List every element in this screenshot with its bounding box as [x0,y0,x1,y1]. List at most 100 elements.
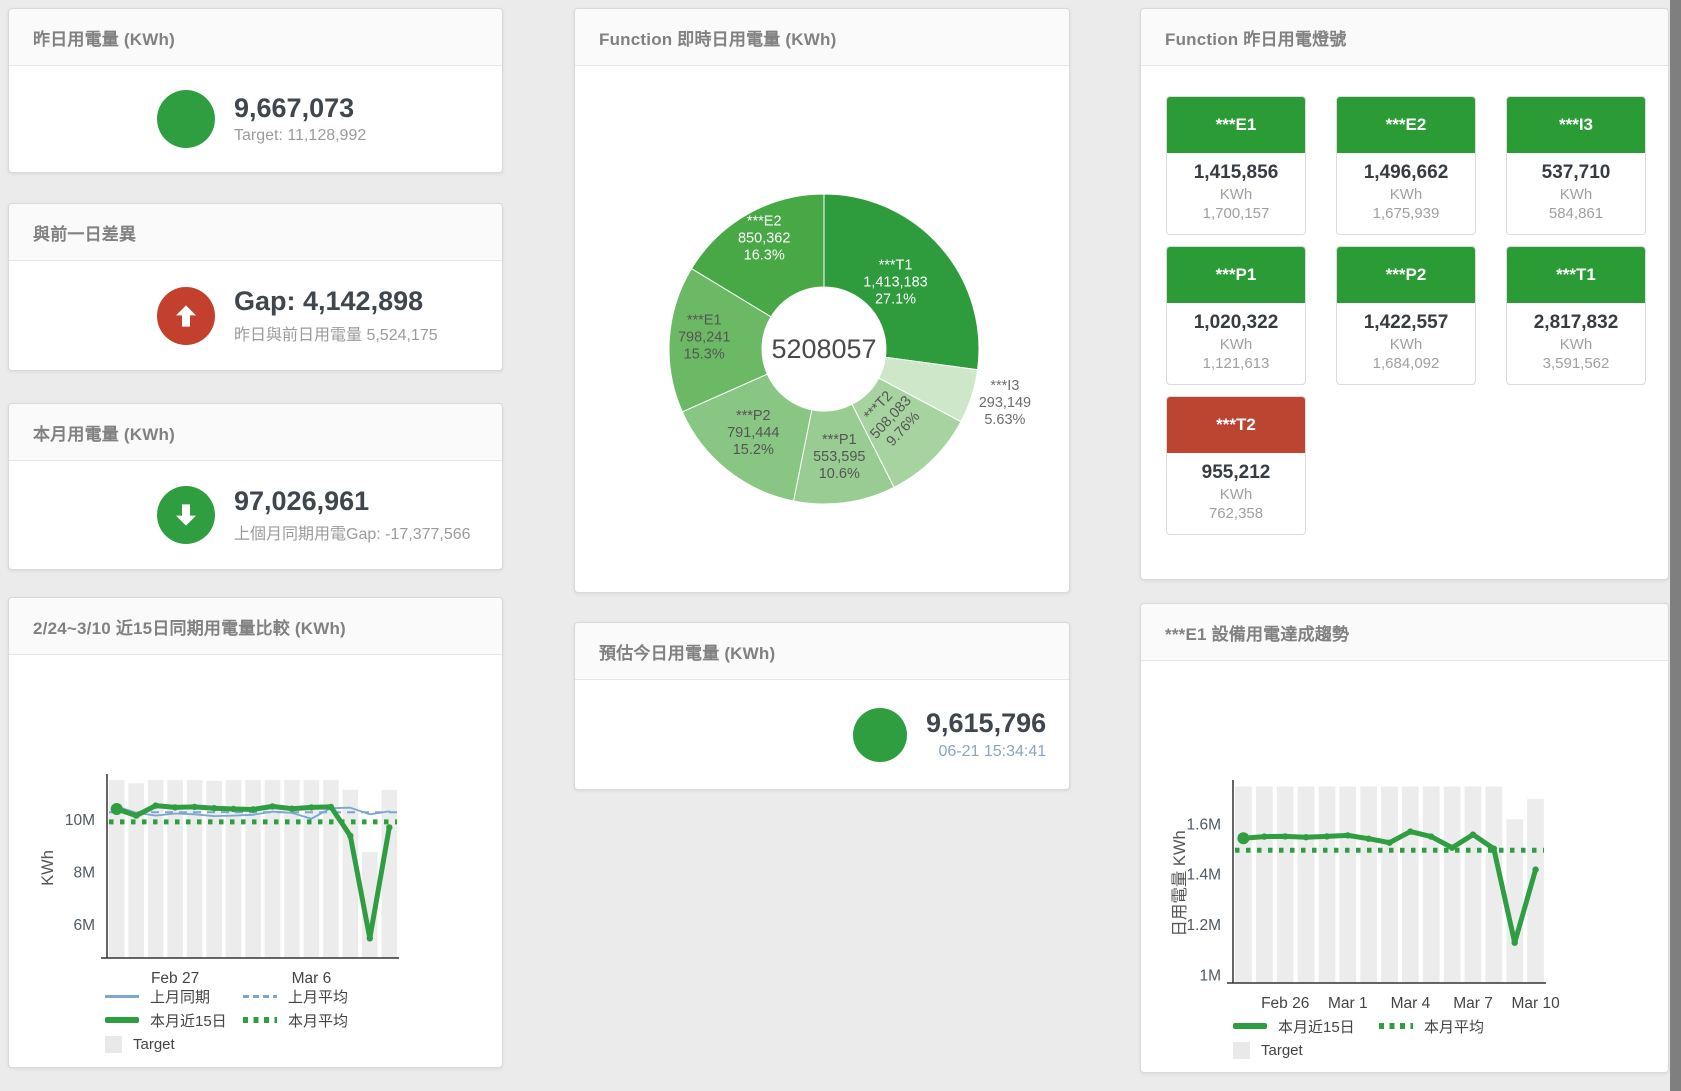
data-point[interactable] [133,812,140,819]
target-bar[interactable] [1485,786,1503,984]
data-point[interactable] [1323,833,1331,840]
lamp-tile-body: 955,212 KWh 762,358 [1167,453,1305,534]
e1-trend-line-chart[interactable]: 1M 1.2M 1.4M 1.6M Feb 26 Mar 1 Mar 4 Mar 7 Mar 1… [1141,661,1668,1074]
comparison-line-chart[interactable]: 6M 8M 10M Feb 27 Mar 6 KWh [9,655,502,1069]
lamp-tile-target: 584,861 [1548,205,1604,222]
panel-header: Function 昨日用電燈號 [1141,9,1668,66]
target-bar[interactable] [1506,819,1524,983]
donut-slice[interactable] [681,373,813,502]
data-point[interactable] [1532,866,1539,873]
lamp-tile-target: 1,121,613 [1202,355,1270,372]
target-bar[interactable] [245,780,261,958]
target-bar[interactable] [1381,786,1398,984]
lamp-tile[interactable]: ***P2 1,422,557 KWh 1,684,092 [1336,246,1476,385]
data-point[interactable] [269,803,276,810]
donut-slice[interactable] [823,193,980,371]
target-bar[interactable] [1297,786,1315,984]
target-bar[interactable] [108,780,125,958]
legend-item[interactable]: 本月平均 [243,1008,348,1032]
data-point[interactable] [1261,833,1268,840]
target-bar[interactable] [381,789,398,958]
legend-item[interactable]: 上月同期 [105,984,243,1008]
target-bar[interactable] [128,783,144,958]
data-point[interactable] [249,806,257,813]
target-bar[interactable] [264,780,281,958]
target-bar[interactable] [323,780,339,958]
data-point[interactable] [1302,834,1310,841]
arrow-down-icon [157,486,215,544]
target-bar[interactable] [1402,786,1419,984]
data-point[interactable] [110,803,123,815]
data-point[interactable] [1448,844,1456,851]
legend-item[interactable]: 本月近15日 [105,1008,243,1032]
data-point[interactable] [1407,828,1414,835]
target-bar[interactable] [225,780,242,958]
target-bar[interactable] [1318,786,1336,984]
data-point[interactable] [152,802,159,809]
target-bar[interactable] [206,780,222,958]
target-bar[interactable] [303,780,320,958]
target-bar[interactable] [1235,786,1252,984]
legend-item[interactable]: 本月平均 [1379,1014,1484,1038]
legend-item[interactable]: Target [105,1032,243,1056]
data-point[interactable] [1386,839,1393,846]
lamp-tile[interactable]: ***P1 1,020,322 KWh 1,121,613 [1166,246,1306,385]
target-bar[interactable] [1443,786,1461,984]
data-point[interactable] [1282,833,1289,840]
target-bar[interactable] [167,780,183,958]
data-point[interactable] [210,805,218,812]
panel-title: 2/24~3/10 近15日同期用電量比較 (KWh) [33,618,346,638]
data-point[interactable] [366,935,373,942]
target-bar[interactable] [362,852,378,958]
data-point[interactable] [308,804,315,811]
target-bar[interactable] [1527,799,1544,983]
chart-legend: 上月同期 上月平均 本月近15日 本月平均 Target [105,984,348,1056]
data-point[interactable] [1237,832,1250,845]
data-point[interactable] [1365,835,1372,842]
target-bar[interactable] [1360,786,1377,984]
target-bar[interactable] [1256,786,1273,984]
target-bar[interactable] [1276,786,1294,984]
data-point[interactable] [386,824,393,831]
donut-slice[interactable] [690,193,825,318]
target-bar[interactable] [147,780,164,958]
data-point[interactable] [191,803,198,811]
lamp-tile-value: 955,212 [1201,462,1271,483]
legend-item[interactable]: 上月平均 [243,984,348,1008]
y-axis-label: 日用電量 KWh [1171,830,1189,936]
lamp-tile-unit: KWh [1559,186,1593,203]
lamp-tile-target: 3,591,562 [1542,355,1610,372]
donut-slice[interactable] [668,267,772,413]
kpi-body: Gap: 4,142,898 昨日與前日用電量 5,524,175 [9,261,502,370]
legend-item[interactable]: 本月近15日 [1233,1014,1379,1038]
data-point[interactable] [327,803,335,811]
data-point[interactable] [1344,832,1351,839]
lamp-tile[interactable]: ***T2 955,212 KWh 762,358 [1166,396,1306,535]
lamp-tile[interactable]: ***I3 537,710 KWh 584,861 [1506,96,1646,235]
lamp-tile[interactable]: ***E2 1,496,662 KWh 1,675,939 [1336,96,1476,235]
scrollbar[interactable] [1670,0,1681,1091]
kpi-value: 9,667,073 [234,92,355,123]
lamp-tile-name: ***I3 [1507,97,1645,153]
data-point[interactable] [1428,833,1435,840]
target-bar[interactable] [1339,786,1357,984]
data-point[interactable] [1511,939,1518,946]
lamp-tile[interactable]: ***T1 2,817,832 KWh 3,591,562 [1506,246,1646,385]
data-point[interactable] [347,832,354,839]
legend-item[interactable]: Target [1233,1038,1379,1062]
data-point[interactable] [288,805,296,812]
donut-slice-label: ***E2 850,362 16.3% [738,214,790,264]
function-usage-donut-chart[interactable]: ***T1 1,413,183 27.1%***I3 293,149 5.63%***T… [575,66,1069,593]
target-bar[interactable] [284,780,300,958]
x-tick-label: Mar 7 [1453,995,1493,1012]
target-bar[interactable] [1422,786,1440,984]
target-bar[interactable] [1464,786,1482,984]
target-bar[interactable] [186,780,203,958]
data-point[interactable] [1469,831,1477,838]
data-point[interactable] [230,805,237,813]
kpi-body: 9,615,796 06-21 15:34:41 [575,680,1069,789]
lamp-tile[interactable]: ***E1 1,415,856 KWh 1,700,157 [1166,96,1306,235]
series-line[interactable] [115,805,391,820]
data-point[interactable] [171,804,179,811]
panel-realtime-function-usage: Function 即時日用電量 (KWh) ***T1 1,413,183 27.1… [574,8,1070,593]
